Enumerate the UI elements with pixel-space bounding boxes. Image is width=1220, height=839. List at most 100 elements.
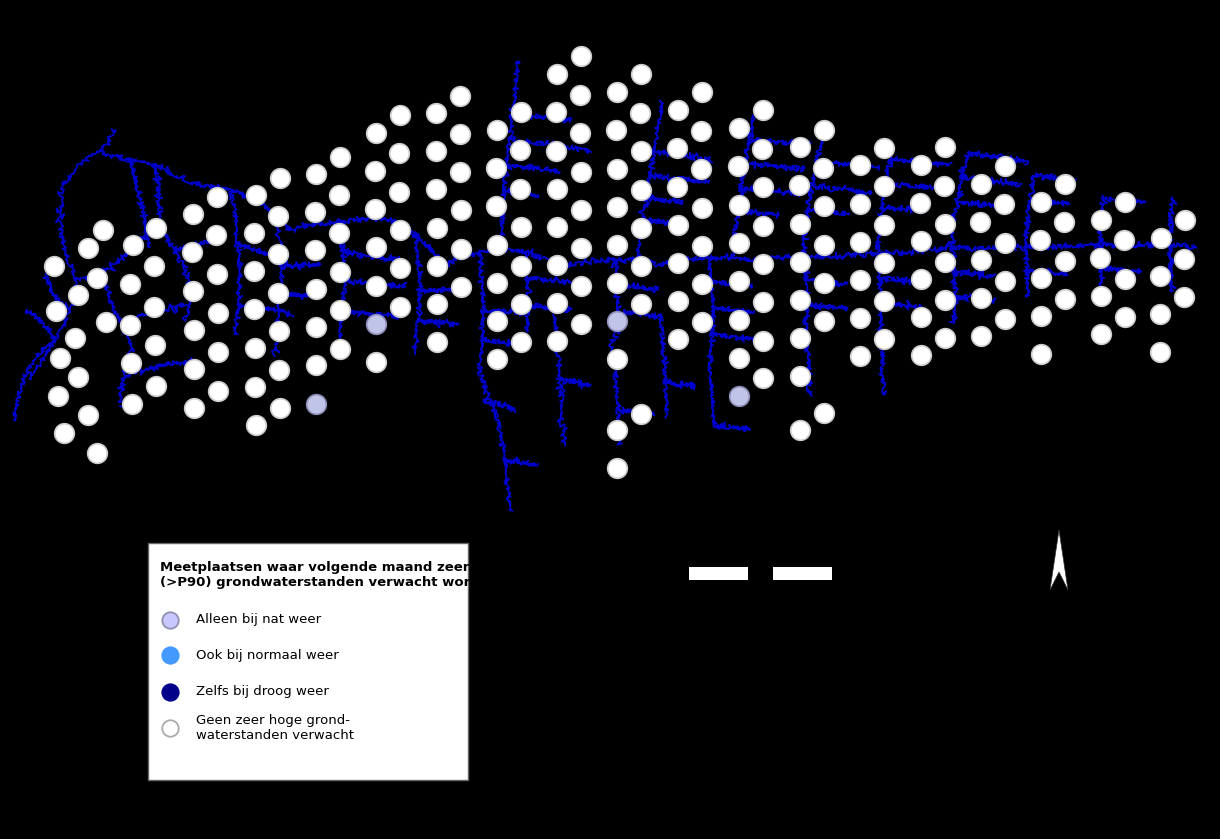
Point <box>608 276 627 289</box>
Point <box>46 305 66 318</box>
Point <box>850 159 870 172</box>
Point <box>209 384 228 398</box>
Point <box>487 238 506 252</box>
Point <box>426 144 445 158</box>
Point <box>160 685 179 699</box>
Point <box>306 282 326 295</box>
Point <box>271 171 290 185</box>
Point <box>487 352 506 366</box>
Point <box>49 389 68 403</box>
Point <box>1150 269 1170 283</box>
Point <box>1091 252 1110 265</box>
Point <box>631 144 650 158</box>
Point <box>1175 213 1194 227</box>
Point <box>875 141 894 154</box>
Text: Meetplaatsen waar volgende maand zeer hoge
(>P90) grondwaterstanden verwacht wor: Meetplaatsen waar volgende maand zeer ho… <box>160 561 511 589</box>
Point <box>571 242 590 255</box>
Point <box>44 259 63 273</box>
Point <box>427 259 447 273</box>
Point <box>306 358 326 372</box>
Point <box>753 219 772 232</box>
Point <box>548 334 567 347</box>
Point <box>692 239 711 253</box>
Point <box>631 221 650 235</box>
Point <box>631 407 650 420</box>
Point <box>875 218 894 232</box>
Point <box>246 188 266 201</box>
Point <box>487 200 506 213</box>
Point <box>331 150 350 164</box>
Point <box>971 253 991 267</box>
Point <box>608 424 627 437</box>
Point <box>791 217 810 231</box>
Point <box>160 613 179 627</box>
Point <box>1115 310 1135 324</box>
Point <box>450 128 470 141</box>
Point <box>692 315 711 329</box>
Point <box>1031 310 1050 323</box>
Point <box>1055 292 1075 305</box>
Point <box>268 286 288 300</box>
Point <box>1091 327 1110 341</box>
Point <box>571 203 590 216</box>
Point <box>329 227 349 240</box>
Point <box>631 67 650 81</box>
Point <box>631 259 650 273</box>
Point <box>68 370 88 383</box>
Point <box>1055 254 1075 268</box>
Point <box>487 315 506 328</box>
Point <box>692 86 711 99</box>
Point <box>571 279 590 293</box>
Point <box>669 218 688 232</box>
Point <box>123 238 143 252</box>
Point <box>996 237 1015 250</box>
Point <box>875 294 894 308</box>
Point <box>971 177 991 190</box>
Point <box>209 306 228 320</box>
Point <box>730 274 749 288</box>
Point <box>268 248 288 261</box>
Point <box>487 123 506 137</box>
Point <box>207 268 227 281</box>
Point <box>571 317 590 331</box>
Point <box>994 197 1014 211</box>
Point <box>608 352 627 366</box>
Polygon shape <box>1050 530 1068 590</box>
Point <box>814 123 833 137</box>
Point <box>245 341 265 355</box>
Point <box>487 276 506 289</box>
Point <box>730 389 749 403</box>
Point <box>511 221 531 234</box>
Point <box>669 332 688 346</box>
Point <box>996 159 1015 173</box>
Point <box>1091 213 1110 227</box>
Point <box>390 108 410 122</box>
Point <box>511 297 531 310</box>
Point <box>184 362 204 376</box>
Point <box>160 649 179 662</box>
Point <box>850 197 870 211</box>
Point <box>1174 253 1193 266</box>
Point <box>730 313 749 326</box>
Point <box>183 207 203 221</box>
Point <box>875 180 894 193</box>
Point <box>910 196 930 210</box>
Point <box>511 336 531 349</box>
Point <box>850 311 870 325</box>
Point <box>570 127 589 140</box>
Point <box>365 164 384 178</box>
Point <box>244 302 264 315</box>
Point <box>511 259 531 273</box>
Point <box>427 336 447 349</box>
Point <box>1091 289 1110 303</box>
Point <box>791 294 810 307</box>
Point <box>789 179 809 192</box>
Point <box>608 461 627 475</box>
Point <box>209 346 228 359</box>
Point <box>996 312 1015 326</box>
Point <box>1115 195 1135 209</box>
Point <box>669 256 688 269</box>
Point <box>305 243 325 257</box>
Point <box>389 146 409 159</box>
Point <box>730 352 749 365</box>
